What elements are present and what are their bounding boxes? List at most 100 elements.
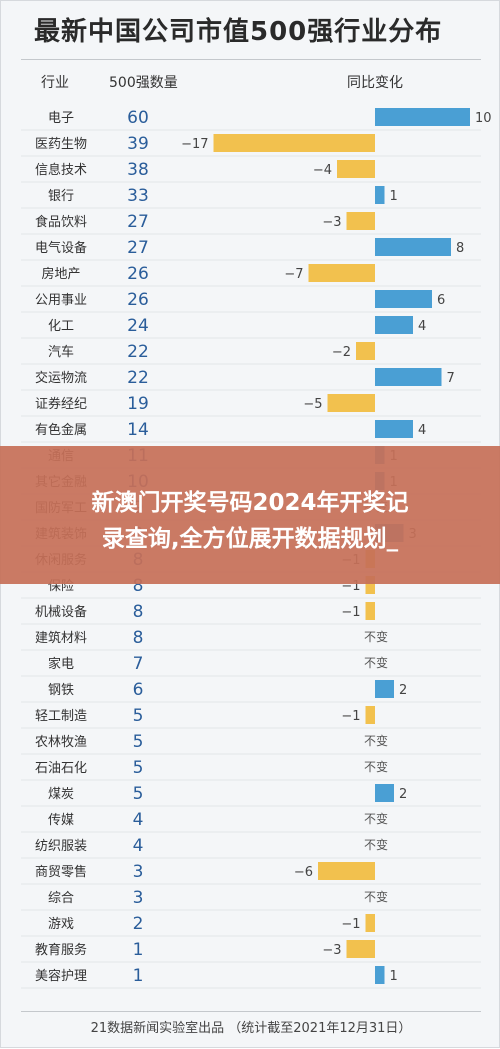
count-label: 8 <box>133 602 144 622</box>
category-label: 农林牧渔 <box>35 735 87 750</box>
category-label: 美容护理 <box>35 968 87 984</box>
chart-row: 商贸零售 3 −6 <box>21 862 481 885</box>
change-value-label: −6 <box>294 865 313 880</box>
header-change: 同比变化 <box>347 75 403 91</box>
count-label: 8 <box>133 576 144 596</box>
chart-row: 煤炭 5 2 <box>21 784 481 807</box>
category-label: 交运物流 <box>35 370 87 386</box>
change-bar <box>346 940 375 958</box>
category-label: 汽车 <box>48 344 74 360</box>
change-value-label: −2 <box>332 345 351 360</box>
count-label: 27 <box>127 212 149 232</box>
chart-row: 机械设备 8 −1 <box>21 602 481 625</box>
change-bar <box>375 316 413 334</box>
count-label: 26 <box>127 290 149 310</box>
change-bar <box>337 160 375 178</box>
change-bar <box>365 914 375 932</box>
footer-divider <box>21 1011 481 1012</box>
header-count: 500强数量 <box>109 75 178 91</box>
change-value-label: −3 <box>322 215 341 230</box>
change-bar <box>375 966 385 984</box>
count-label: 6 <box>133 680 144 700</box>
count-label: 7 <box>133 654 144 674</box>
banner-line-1: 新澳门开奖号码2024年开奖记 <box>91 490 409 516</box>
count-label: 14 <box>127 420 149 440</box>
count-label: 3 <box>133 888 144 908</box>
chart-row: 石油石化 5 不变 <box>21 758 481 781</box>
footnote: 21数据新闻实验室出品 （统计截至2021年12月31日） <box>90 1021 412 1036</box>
count-label: 5 <box>133 706 144 726</box>
chart-row: 轻工制造 5 −1 <box>21 706 481 729</box>
change-value-label: 6 <box>437 293 445 308</box>
change-unchanged-label: 不变 <box>364 629 388 644</box>
change-bar <box>375 784 394 802</box>
change-value-label: 1 <box>390 189 398 204</box>
header-divider <box>21 59 481 60</box>
count-label: 3 <box>133 862 144 882</box>
category-label: 轻工制造 <box>35 709 87 724</box>
change-unchanged-label: 不变 <box>364 837 388 852</box>
change-value-label: −17 <box>181 137 208 152</box>
chart-row: 医药生物 39 −17 <box>21 134 481 157</box>
change-bar <box>327 394 375 412</box>
change-value-label: −1 <box>341 605 360 620</box>
header-industry: 行业 <box>41 75 69 91</box>
category-label: 传媒 <box>48 813 74 828</box>
change-bar <box>375 186 385 204</box>
change-bar <box>375 680 394 698</box>
category-label: 建筑材料 <box>35 630 87 646</box>
chart-row: 游戏 2 −1 <box>21 914 481 937</box>
change-unchanged-label: 不变 <box>364 655 388 670</box>
count-label: 2 <box>133 914 144 934</box>
chart-row: 交运物流 22 7 <box>21 368 481 391</box>
category-label: 房地产 <box>41 266 80 282</box>
count-label: 5 <box>133 732 144 752</box>
count-label: 26 <box>127 264 149 284</box>
chart-row: 汽车 22 −2 <box>21 342 481 365</box>
chart-row: 化工 24 4 <box>21 316 481 339</box>
category-label: 银行 <box>48 189 74 204</box>
change-unchanged-label: 不变 <box>364 759 388 774</box>
category-label: 有色金属 <box>35 422 87 438</box>
change-bar <box>213 134 375 152</box>
change-unchanged-label: 不变 <box>364 811 388 826</box>
change-value-label: −7 <box>284 267 303 282</box>
change-bar <box>308 264 375 282</box>
category-label: 教育服务 <box>35 942 87 958</box>
category-label: 商贸零售 <box>35 864 87 880</box>
count-label: 60 <box>127 108 149 128</box>
change-value-label: −4 <box>313 163 332 178</box>
change-value-label: 2 <box>399 683 407 698</box>
chart-row: 公用事业 26 6 <box>21 290 481 313</box>
chart-row: 美容护理 1 1 <box>21 966 481 989</box>
count-label: 38 <box>127 160 149 180</box>
count-label: 1 <box>133 940 144 960</box>
chart-row: 房地产 26 −7 <box>21 264 481 287</box>
category-label: 煤炭 <box>48 787 74 802</box>
category-label: 家电 <box>48 656 74 672</box>
chart-row: 电气设备 27 8 <box>21 238 481 261</box>
count-label: 4 <box>133 836 144 856</box>
chart-row: 食品饮料 27 −3 <box>21 212 481 235</box>
change-value-label: 10 <box>475 111 492 126</box>
category-label: 游戏 <box>48 917 74 932</box>
chart-row: 钢铁 6 2 <box>21 680 481 703</box>
category-label: 电气设备 <box>35 240 87 256</box>
change-bar <box>375 238 451 256</box>
change-value-label: 4 <box>418 423 426 438</box>
change-bar <box>346 212 375 230</box>
chart-row: 建筑材料 8 不变 <box>21 628 481 651</box>
chart-row: 农林牧渔 5 不变 <box>21 732 481 755</box>
change-bar <box>375 108 470 126</box>
chart-row: 信息技术 38 −4 <box>21 160 481 183</box>
count-label: 22 <box>127 368 149 388</box>
count-label: 24 <box>127 316 149 336</box>
chart-row: 电子 60 10 <box>21 108 492 131</box>
chart-row: 传媒 4 不变 <box>21 810 481 833</box>
count-label: 8 <box>133 628 144 648</box>
chart-row: 银行 33 1 <box>21 186 481 209</box>
category-label: 石油石化 <box>35 761 87 776</box>
change-unchanged-label: 不变 <box>364 733 388 748</box>
category-label: 机械设备 <box>35 604 87 620</box>
change-bar <box>375 368 442 386</box>
